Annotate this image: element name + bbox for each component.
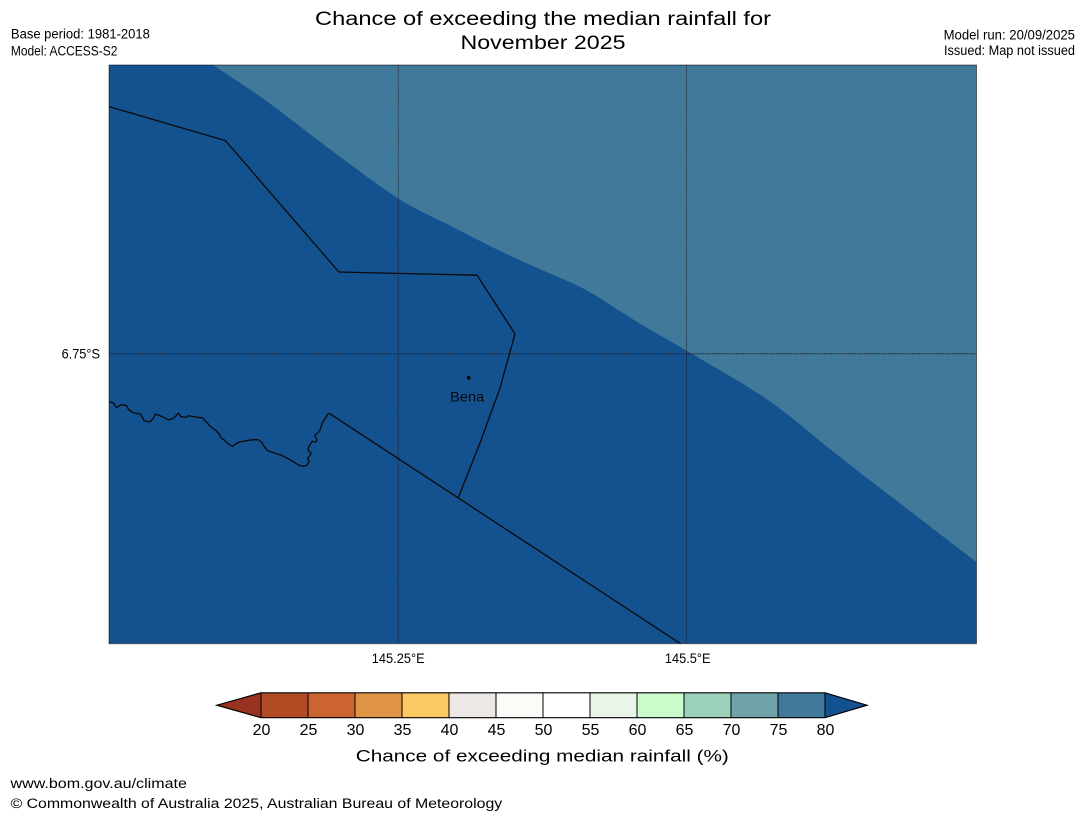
svg-text:November 2025: November 2025 (461, 33, 626, 54)
svg-text:145.5°E: 145.5°E (665, 651, 711, 666)
svg-text:Bena: Bena (450, 388, 484, 404)
svg-text:35: 35 (394, 722, 412, 739)
svg-text:25: 25 (300, 722, 318, 739)
svg-text:40: 40 (441, 722, 459, 739)
svg-text:6.75°S: 6.75°S (62, 347, 100, 362)
svg-text:80: 80 (817, 722, 835, 739)
svg-text:Chance of exceeding the median: Chance of exceeding the median rainfall … (315, 9, 772, 30)
svg-text:© Commonwealth of Australia 20: © Commonwealth of Australia 2025, Austra… (11, 796, 503, 811)
svg-text:20: 20 (253, 722, 271, 739)
svg-text:Base period: 1981-2018: Base period: 1981-2018 (11, 26, 150, 41)
svg-text:75: 75 (770, 722, 788, 739)
svg-text:Model: ACCESS-S2: Model: ACCESS-S2 (11, 43, 118, 58)
svg-text:70: 70 (723, 722, 741, 739)
svg-text:145.25°E: 145.25°E (372, 651, 425, 666)
svg-text:65: 65 (676, 722, 694, 739)
svg-text:55: 55 (582, 722, 600, 739)
svg-text:Model run: 20/09/2025: Model run: 20/09/2025 (944, 28, 1075, 43)
svg-text:45: 45 (488, 722, 506, 739)
svg-text:60: 60 (629, 722, 647, 739)
svg-text:Chance of exceeding median rai: Chance of exceeding median rainfall (%) (356, 747, 729, 766)
svg-text:www.bom.gov.au/climate: www.bom.gov.au/climate (9, 776, 187, 791)
svg-text:Issued: Map not issued: Issued: Map not issued (944, 43, 1075, 58)
svg-text:30: 30 (347, 722, 365, 739)
svg-text:50: 50 (535, 722, 553, 739)
